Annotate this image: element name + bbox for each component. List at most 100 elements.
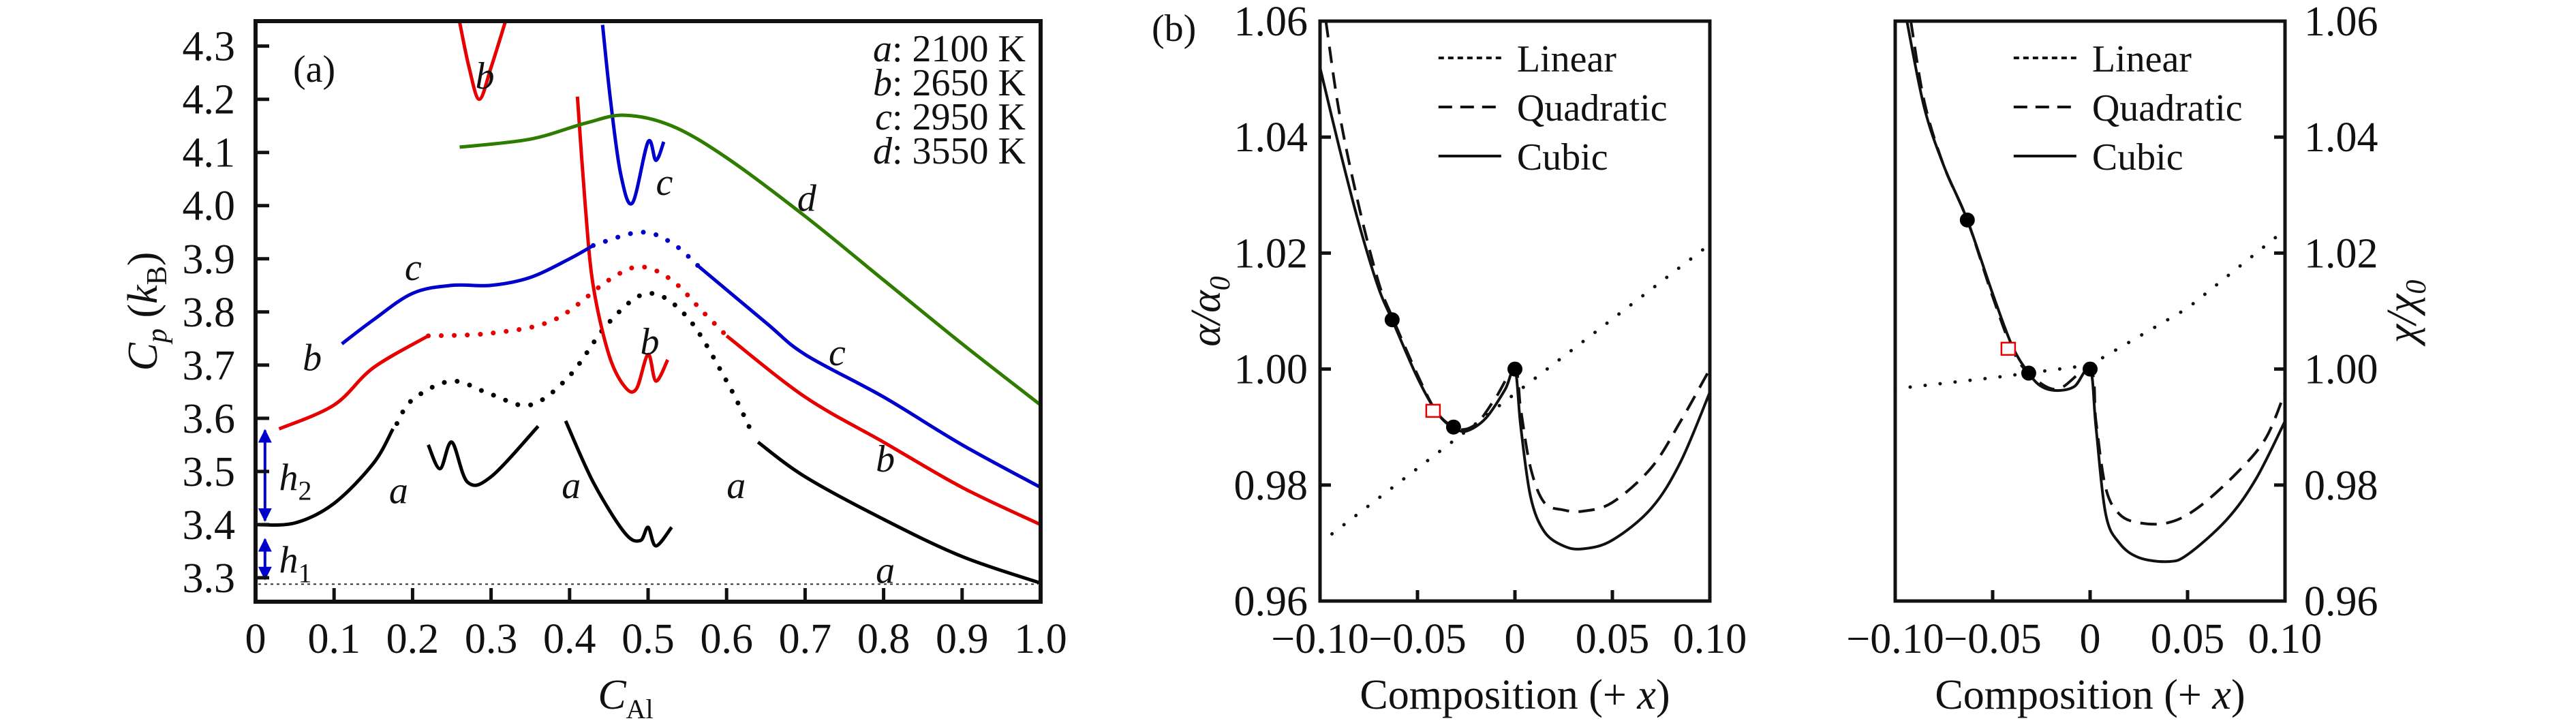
curve-a-solid-segment — [564, 420, 673, 548]
panel-b-alpha: −0.10 −0.05 0 0.05 0.10 0.96 0.98 1.00 1.02 1.04… — [1152, 0, 1747, 718]
panel-a-y-ticks: 3.3 3.4 3.5 3.6 3.7 3.8 3.9 4.0 4.1 4.2 4.3 — [183, 24, 269, 602]
legend-entry-d: d: 3550 K — [873, 130, 1026, 172]
y-tick-label: 4.0 — [183, 183, 236, 230]
x-label-var: x — [1636, 672, 1656, 718]
y-tick-label: 3.9 — [183, 236, 236, 283]
x-tick-label: 0.10 — [2248, 616, 2322, 662]
panel-a-curve-labels: a a a a b b b b c c c d — [303, 55, 895, 592]
curve-b-solid-segment — [278, 334, 429, 431]
legend-label-linear: Linear — [1517, 38, 1616, 80]
y-label-main: C — [120, 342, 166, 371]
data-point-marker — [1507, 361, 1522, 377]
panel-a-x-ticks: 0 0.1 0.2 0.3 0.4 0.5 0.6 0.7 0.8 0.9 1.0 — [245, 588, 1067, 662]
curve-label-b: b — [640, 321, 659, 363]
y-label-unit-sub: B — [142, 266, 173, 285]
panel-c-y-axis-label: χ/χ0 — [2379, 280, 2432, 347]
y-tick-label: 1.06 — [2304, 0, 2378, 45]
curve-b-solid-segment — [575, 96, 670, 394]
legend-entry-a: a: 2100 K — [873, 28, 1026, 70]
x-tick-label: 1.0 — [1014, 616, 1067, 662]
panel-b-x-axis-label: Composition (+ x) — [1360, 672, 1670, 718]
curve-d-solid-segment — [459, 113, 1041, 407]
curve-label-c: c — [829, 332, 846, 374]
curve-c-solid-segment — [600, 25, 666, 206]
curve-label-a: a — [726, 465, 746, 507]
y-label-sub: 0 — [2401, 280, 2432, 294]
y-tick-label: 0.96 — [2304, 579, 2378, 625]
y-tick-label: 3.3 — [183, 555, 236, 602]
legend-entry-b: b: 2650 K — [873, 62, 1026, 104]
curve-label-a: a — [876, 550, 895, 592]
y-tick-label: 1.00 — [2304, 347, 2378, 393]
panel-a-heat-capacity: h2 h1 a a a a b b b b c c c d 0 0.1 0.2 0.3 0.4 0.5 0.6 0.7… — [120, 19, 1067, 723]
panel-b-x-ticks: −0.10 −0.05 0 0.05 0.10 — [1271, 590, 1747, 662]
y-label-open: ( — [120, 304, 166, 328]
curve-label-c: c — [405, 247, 422, 289]
y-tick-label: 4.3 — [183, 24, 236, 70]
x-label-close: ) — [2231, 672, 2245, 718]
curve-label-d: d — [797, 178, 817, 220]
data-point-marker — [2021, 365, 2036, 381]
x-label-text: Composition (+ — [1360, 672, 1637, 718]
y-tick-label: 4.1 — [183, 130, 236, 176]
curve-cubic — [1905, 21, 2285, 564]
panel-b-tag: (b) — [1152, 7, 1196, 50]
curve-a-solid-segment — [756, 440, 1041, 585]
panel-a-arrows: h2 h1 — [258, 429, 312, 589]
curve-label-b: b — [303, 337, 322, 380]
panel-a-legend: a: 2100 Kb: 2650 Kc: 2950 Kd: 3550 K — [873, 28, 1026, 172]
y-label-sub: 0 — [1205, 276, 1236, 290]
curve-a-solid-segment — [256, 428, 395, 527]
y-label-sub: p — [142, 328, 173, 345]
y-tick-label: 1.02 — [1234, 230, 1308, 277]
y-label-text: χ/χ — [2379, 293, 2425, 347]
y-tick-label: 1.04 — [1234, 114, 1308, 161]
x-tick-label: 0.3 — [465, 616, 518, 662]
x-label-var: x — [2211, 672, 2231, 718]
y-tick-label: 3.5 — [183, 449, 236, 495]
x-tick-label: 0.05 — [2151, 616, 2225, 662]
panel-a-y-axis-label: Cp (kB) — [120, 252, 173, 371]
panel-b-curves — [1320, 21, 1710, 551]
panel-a-x-axis-label: CAl — [598, 672, 653, 723]
y-tick-label: 1.04 — [2304, 114, 2378, 161]
curve-quadratic — [1324, 21, 1710, 513]
x-tick-label: 0.4 — [543, 616, 596, 662]
curve-b-solid-segment — [725, 334, 1041, 527]
x-tick-label: 0.10 — [1673, 616, 1747, 662]
x-tick-label: −0.05 — [1368, 616, 1466, 662]
data-point-marker — [1445, 419, 1461, 435]
curve-b-solid-segment — [458, 21, 507, 102]
x-tick-label: 0.1 — [307, 616, 361, 662]
y-tick-label: 3.6 — [183, 396, 236, 442]
legend-label-linear: Linear — [2092, 38, 2192, 80]
curve-b-dotted-segment — [425, 264, 729, 339]
x-tick-label: −0.10 — [1271, 616, 1368, 662]
panel-b-y-ticks: 0.96 0.98 1.00 1.02 1.04 1.06 — [1234, 0, 1331, 625]
legend-label-cubic: Cubic — [2092, 136, 2183, 179]
panel-c-markers — [1959, 212, 2098, 381]
x-tick-label: 0.5 — [622, 616, 675, 662]
curve-label-b: b — [476, 55, 495, 97]
x-tick-label: 0.8 — [857, 616, 910, 662]
y-label-close: ) — [120, 252, 166, 266]
y-tick-label: 4.2 — [183, 77, 236, 123]
curve-a-dotted-segment — [394, 290, 753, 431]
legend-label-quadratic: Quadratic — [1517, 87, 1668, 129]
y-tick-label: 0.96 — [1234, 579, 1308, 625]
panel-a-curves — [256, 21, 1041, 585]
curve-c-dotted-segment — [590, 230, 702, 269]
annotation-h2: h2 — [279, 457, 312, 506]
open-square-marker — [2000, 341, 2017, 356]
y-tick-label: 3.7 — [183, 343, 236, 389]
panel-c-x-axis-label: Composition (+ x) — [1935, 672, 2245, 718]
legend-label-cubic: Cubic — [1517, 136, 1608, 179]
curve-c-solid-segment — [341, 244, 594, 345]
curve-label-a: a — [562, 465, 581, 507]
x-tick-label: −0.05 — [1944, 616, 2041, 662]
x-label-text: Composition (+ — [1935, 672, 2212, 718]
y-tick-label: 0.98 — [2304, 463, 2378, 509]
legend-entry-c: c: 2950 K — [875, 96, 1026, 138]
legend-label-quadratic: Quadratic — [2092, 87, 2243, 129]
